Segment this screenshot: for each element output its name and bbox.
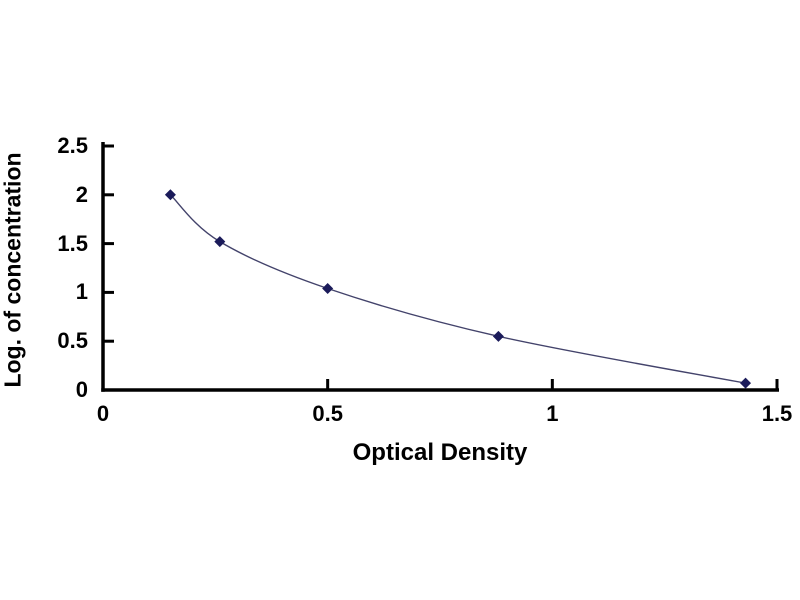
x-axis-title: Optical Density (352, 439, 528, 466)
x-tick-label: 1.5 (761, 401, 793, 426)
y-axis-title: Log. of concentration (0, 152, 26, 388)
x-tick-label: 0 (96, 401, 110, 426)
y-tick-label: 1.5 (57, 230, 88, 256)
data-point-marker (322, 282, 334, 294)
x-tick-label: 0.5 (312, 401, 343, 426)
data-point-marker (492, 330, 504, 342)
data-point-marker (740, 377, 752, 389)
data-point-marker (164, 189, 176, 201)
series-curve (169, 194, 746, 384)
data-point-marker (214, 236, 226, 248)
y-tick-label: 1 (75, 279, 88, 305)
y-tick-label: 2.5 (57, 133, 88, 158)
y-tick-label: 0 (75, 377, 88, 402)
x-tick-label: 1 (546, 401, 559, 426)
y-tick-label: 2 (75, 181, 88, 207)
y-tick-label: 0.5 (57, 328, 88, 354)
